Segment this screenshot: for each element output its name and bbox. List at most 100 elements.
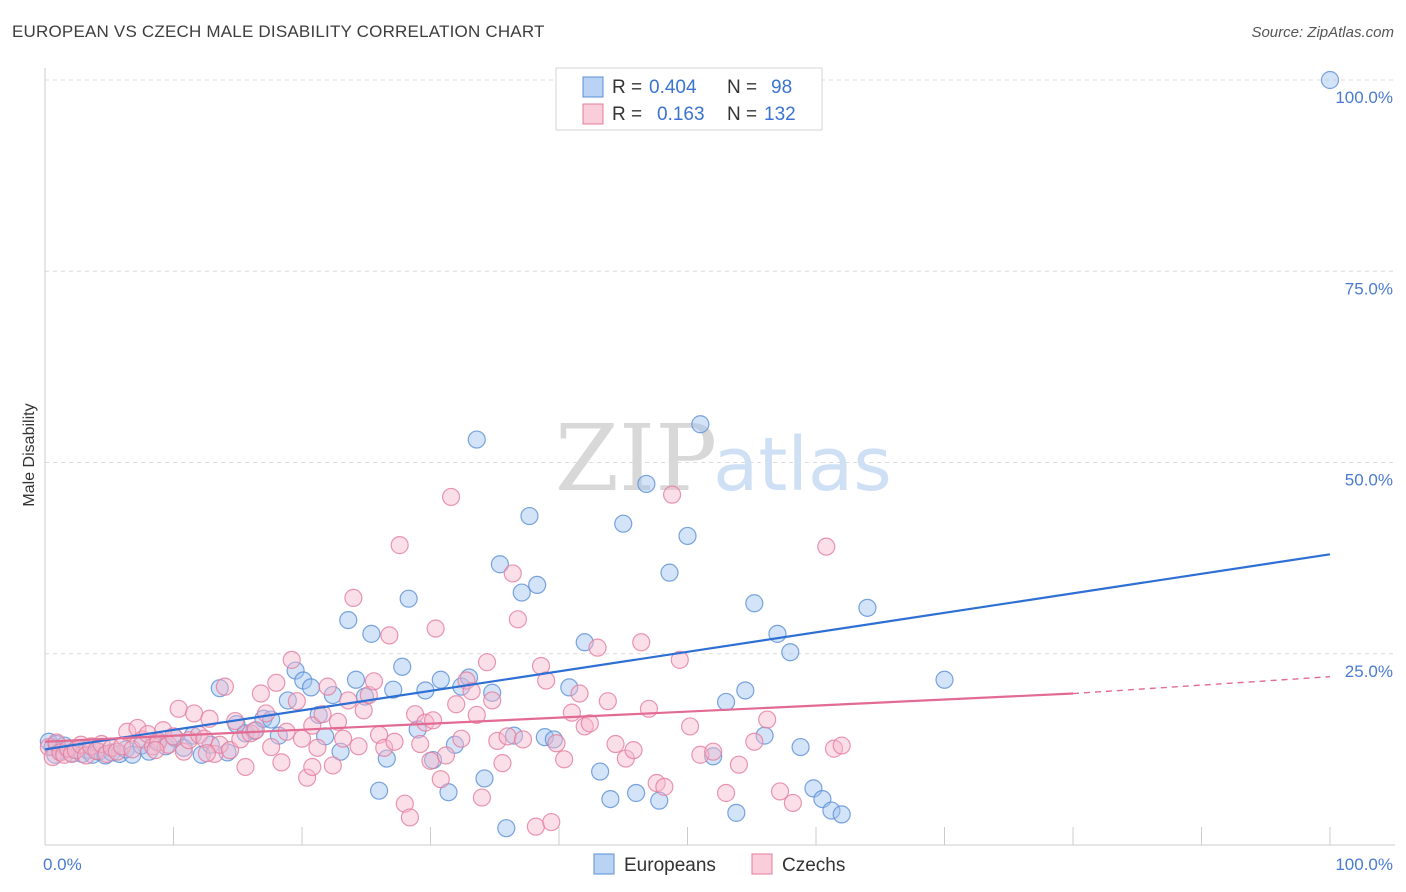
chart-title: EUROPEAN VS CZECH MALE DISABILITY CORREL…	[12, 22, 545, 41]
scatter-point	[395, 794, 414, 813]
scatter-point	[349, 737, 368, 756]
scatter-point	[555, 750, 574, 769]
legend-r-value: 0.163	[657, 104, 705, 125]
watermark: ZIP atlas	[555, 405, 892, 512]
source-label: Source: ZipAtlas.com	[1251, 24, 1394, 41]
scatter-point	[490, 555, 509, 574]
legend-r-label: R =	[612, 77, 642, 98]
scatter-point	[421, 751, 440, 770]
scatter-point	[354, 701, 373, 720]
bottom-legend: Europeans Czechs	[593, 853, 845, 876]
scatter-point	[384, 680, 403, 699]
scatter-point	[626, 783, 646, 803]
legend-swatch-czechs	[582, 103, 604, 125]
scatter-point	[770, 782, 790, 801]
scatter-point	[678, 526, 697, 546]
scatter-point	[637, 474, 656, 494]
scatter-point	[632, 633, 651, 652]
grid-lines	[45, 79, 1395, 655]
scatter-point	[472, 788, 491, 807]
scatter-point	[512, 583, 531, 602]
scatter-point	[301, 678, 321, 697]
scatter-point	[655, 777, 674, 796]
scatter-point	[256, 704, 276, 723]
y-tick-label: 25.0%	[1345, 662, 1393, 681]
scatter-point	[704, 742, 723, 761]
scatter-point	[528, 575, 547, 595]
scatter-point	[601, 789, 620, 809]
scatter-point	[477, 653, 497, 672]
scatter-point	[251, 684, 270, 703]
scatter-point	[334, 729, 353, 748]
legend-n-label: N =	[727, 104, 757, 125]
scatter-point	[727, 803, 746, 822]
legend-swatch-europeans	[582, 76, 604, 98]
scatter-point	[562, 703, 581, 722]
legend-n-label: N =	[727, 77, 757, 98]
scatter-point	[339, 691, 358, 710]
scatter-point	[205, 744, 224, 764]
scatter-point	[339, 610, 358, 630]
scatter-point	[328, 712, 348, 731]
scatter-point	[298, 768, 317, 787]
scatter-point	[691, 415, 710, 434]
x-tick-label: 0.0%	[43, 855, 82, 874]
scatter-point	[591, 762, 610, 781]
scatter-point	[858, 598, 877, 617]
scatter-point	[364, 672, 384, 691]
scatter-point	[503, 564, 522, 583]
scatter-point	[210, 735, 229, 754]
scatter-point	[431, 770, 450, 789]
scatter-point	[488, 731, 507, 751]
scatter-point	[745, 594, 764, 613]
scatter-point	[497, 819, 516, 838]
scatter-point	[282, 650, 301, 669]
scatter-point	[526, 817, 545, 836]
scatter-point	[313, 705, 332, 724]
watermark-zip: ZIP	[555, 405, 717, 512]
y-tick-labels: 25.0% 50.0% 75.0% 100.0%	[1335, 88, 1393, 681]
scatter-point	[575, 717, 594, 736]
scatter-point	[303, 757, 322, 777]
scatter-point	[380, 626, 399, 645]
scatter-point	[277, 722, 296, 741]
scatter-point	[580, 714, 599, 733]
scatter-point	[467, 705, 486, 725]
scatter-point	[197, 744, 217, 763]
scatter-point	[236, 757, 255, 777]
scatter-point	[287, 692, 306, 711]
x-tick-labels: 0.0% 100.0%	[43, 855, 1393, 874]
scatter-point	[537, 671, 556, 690]
scatter-point	[475, 769, 494, 788]
y-tick-label: 100.0%	[1335, 88, 1393, 107]
trend-lines	[44, 553, 1331, 751]
trend-line	[44, 692, 1074, 743]
scatter-point	[308, 738, 327, 757]
scatter-point	[716, 783, 736, 803]
scatter-point	[504, 726, 524, 745]
scatter-point	[680, 717, 700, 736]
scatter-point	[426, 619, 445, 638]
scatter-point	[791, 737, 810, 757]
scatter-point	[452, 729, 471, 748]
scatter-point	[146, 741, 165, 760]
scatter-point	[745, 732, 764, 751]
scatter-point	[817, 537, 836, 556]
scatter-point	[385, 732, 404, 751]
y-axis-label: Male Disability	[21, 403, 38, 506]
scatter-point	[411, 734, 430, 754]
scatter-point	[390, 536, 409, 555]
scatter-point	[318, 677, 337, 696]
bottom-legend-swatch-europeans	[593, 853, 615, 875]
bottom-legend-czechs: Czechs	[782, 855, 845, 876]
legend-r-value: 0.404	[649, 77, 697, 98]
scatter-point	[614, 514, 633, 533]
scatter-point	[935, 670, 954, 689]
scatter-point	[462, 682, 481, 701]
scatter-point	[467, 430, 486, 449]
scatter-point	[783, 793, 802, 813]
scatter-point	[215, 677, 234, 696]
scatter-point	[323, 756, 342, 775]
series-czechs	[39, 485, 851, 836]
scatter-point	[174, 742, 193, 761]
